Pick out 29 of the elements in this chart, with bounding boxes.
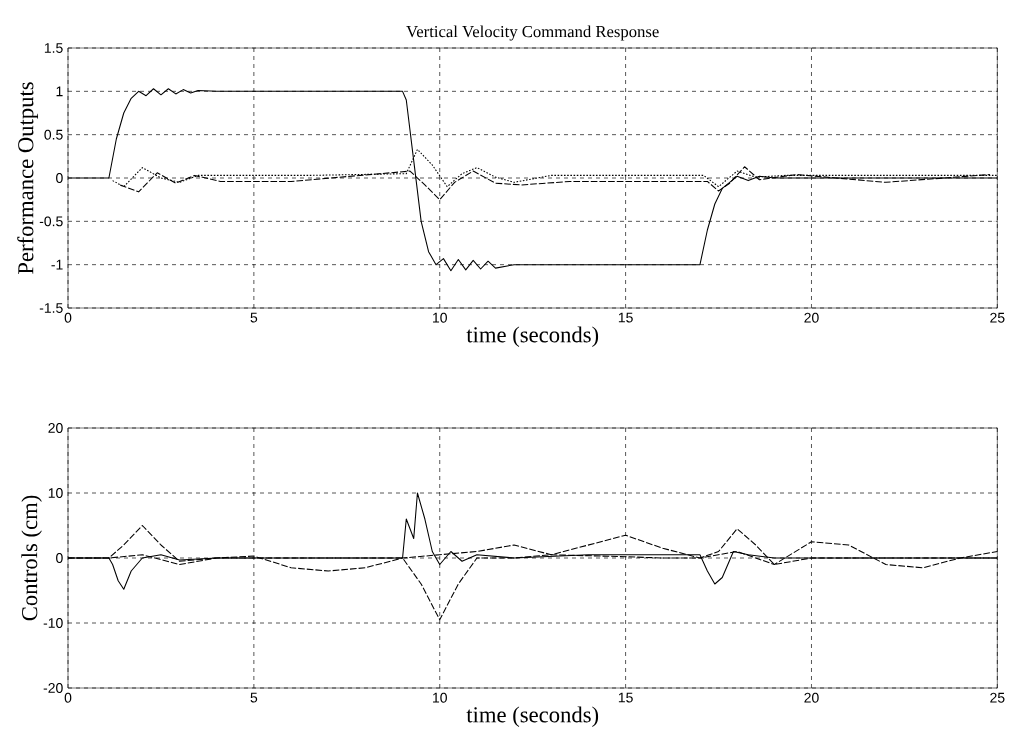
x-axis-title: time (seconds) — [466, 326, 599, 347]
chart-title: Vertical Velocity Command Response — [406, 25, 659, 41]
y-tick-label: -1 — [51, 259, 63, 270]
y-tick-label: -1.5 — [39, 303, 63, 313]
y-tick-label: 1 — [56, 86, 63, 97]
y-tick-label: -20 — [43, 683, 63, 693]
y-tick-label: 0.5 — [44, 129, 63, 140]
x-tick-label: 20 — [804, 692, 819, 703]
x-tick-label: 15 — [618, 312, 633, 323]
y-tick-label: -0.5 — [39, 216, 63, 227]
x-tick-label: 25 — [990, 312, 1005, 323]
x-tick-label: 25 — [990, 692, 1005, 703]
x-tick-label: 5 — [250, 312, 258, 323]
y-axis-title: Performance Outputs — [17, 82, 39, 274]
x-tick-label: 0 — [64, 312, 72, 323]
y-tick-label: 10 — [48, 488, 63, 498]
y-tick-label: 0 — [56, 173, 63, 183]
y-tick-label: 20 — [48, 423, 63, 433]
y-axis-title: Controls (cm) — [21, 495, 42, 621]
x-tick-label: 15 — [618, 692, 633, 703]
y-tick-label: 1.5 — [44, 43, 63, 53]
y-tick-label: -10 — [43, 618, 63, 628]
x-tick-label: 20 — [804, 312, 819, 323]
x-tick-label: 0 — [64, 692, 72, 703]
x-tick-label: 10 — [433, 692, 447, 703]
x-axis-title: time (seconds) — [466, 706, 599, 727]
x-tick-label: 5 — [250, 692, 258, 703]
y-tick-label: 0 — [56, 553, 63, 563]
x-tick-label: 10 — [433, 312, 447, 323]
